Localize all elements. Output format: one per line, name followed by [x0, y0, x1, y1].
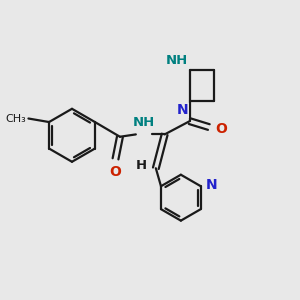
Text: H: H — [135, 159, 146, 172]
Text: O: O — [215, 122, 227, 136]
Text: NH: NH — [133, 116, 155, 129]
Text: NH: NH — [166, 54, 188, 67]
Text: N: N — [206, 178, 218, 192]
Text: N: N — [177, 103, 188, 118]
Text: O: O — [110, 165, 122, 179]
Text: CH₃: CH₃ — [5, 113, 26, 124]
